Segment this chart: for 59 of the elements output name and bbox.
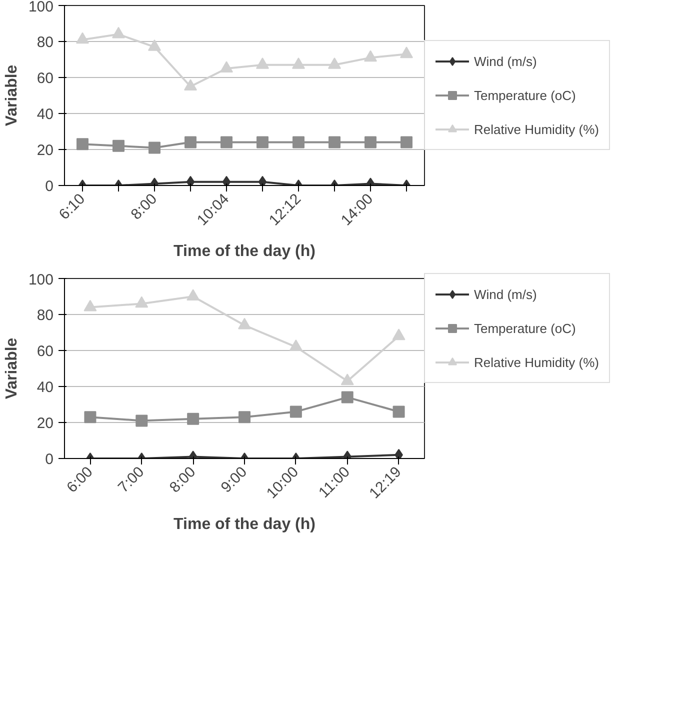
point xyxy=(84,300,97,312)
point xyxy=(112,26,125,38)
y-axis-title: Variable xyxy=(3,338,20,400)
point xyxy=(220,136,232,148)
x-axis-title: Time of the day (h) xyxy=(174,243,316,260)
legend-label: Relative Humidity (%) xyxy=(474,354,599,370)
point xyxy=(400,136,412,148)
y-tick-label: 60 xyxy=(36,70,54,87)
legend-label: Temperature (oC) xyxy=(474,320,576,336)
point xyxy=(186,176,195,186)
point xyxy=(76,32,89,44)
legend-label: Wind (m/s) xyxy=(474,54,537,68)
point xyxy=(292,57,305,69)
x-tick-label: 6:00 xyxy=(64,463,96,496)
point xyxy=(186,289,200,300)
point xyxy=(364,136,376,148)
y-tick-label: 80 xyxy=(36,34,54,51)
point xyxy=(76,138,88,150)
y-tick-label: 100 xyxy=(28,272,54,288)
y-tick-label: 20 xyxy=(36,142,54,159)
point xyxy=(184,79,197,90)
x-tick-label: 8:00 xyxy=(166,463,200,496)
point xyxy=(392,328,406,340)
point xyxy=(328,136,340,148)
y-tick-label: 60 xyxy=(36,343,54,360)
point xyxy=(148,142,160,154)
point xyxy=(364,50,377,62)
point xyxy=(292,136,304,148)
y-tick-label: 0 xyxy=(45,451,54,468)
point xyxy=(220,61,233,72)
point xyxy=(148,39,161,51)
point xyxy=(112,140,124,152)
y-tick-label: 100 xyxy=(28,0,54,16)
legend-label: Relative Humidity (%) xyxy=(474,122,599,136)
point xyxy=(258,176,267,186)
y-tick-label: 40 xyxy=(36,106,54,123)
point xyxy=(400,46,413,58)
y-tick-label: 20 xyxy=(36,415,54,432)
x-tick-label: 9:00 xyxy=(218,463,251,496)
point xyxy=(256,136,268,148)
point xyxy=(222,176,231,186)
point xyxy=(184,136,196,148)
point xyxy=(340,374,354,386)
point xyxy=(256,57,269,69)
legend-label: Temperature (oC) xyxy=(474,88,576,102)
y-tick-label: 0 xyxy=(45,178,54,195)
point xyxy=(328,57,341,69)
y-tick-label: 40 xyxy=(36,379,54,396)
y-axis-title: Variable xyxy=(3,64,20,126)
y-tick-label: 80 xyxy=(36,307,54,324)
x-tick-label: 6:10 xyxy=(56,190,89,224)
point xyxy=(238,318,251,330)
point xyxy=(135,296,148,308)
x-axis-title: Time of the day (h) xyxy=(174,516,316,534)
legend-label: Wind (m/s) xyxy=(474,286,537,302)
point xyxy=(394,448,403,458)
x-tick-label: 8:00 xyxy=(128,190,161,224)
point xyxy=(289,339,302,351)
x-tick-label: 7:00 xyxy=(114,463,148,496)
